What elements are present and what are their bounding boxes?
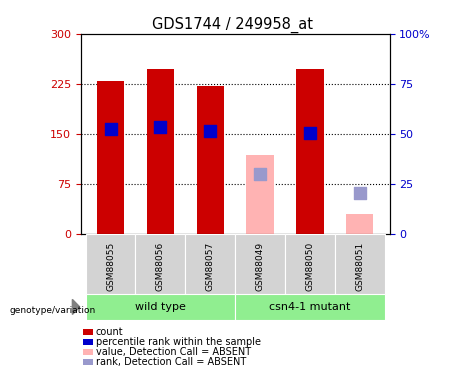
- Polygon shape: [72, 299, 80, 315]
- Bar: [86, 234, 136, 294]
- Bar: [246, 156, 274, 234]
- Bar: [346, 214, 373, 234]
- Text: rank, Detection Call = ABSENT: rank, Detection Call = ABSENT: [96, 357, 246, 367]
- Bar: [296, 69, 324, 234]
- Text: genotype/variation: genotype/variation: [9, 306, 95, 315]
- Bar: [136, 234, 185, 294]
- Text: GSM88055: GSM88055: [106, 242, 115, 291]
- Point: [256, 171, 264, 177]
- Bar: [285, 234, 335, 294]
- Point: [356, 190, 363, 196]
- Text: GSM88049: GSM88049: [255, 242, 265, 291]
- Bar: [86, 294, 235, 320]
- Point: [157, 124, 164, 130]
- Text: percentile rank within the sample: percentile rank within the sample: [96, 337, 261, 347]
- Bar: [147, 69, 174, 234]
- Point: [306, 130, 313, 136]
- Point: [107, 126, 114, 132]
- Text: count: count: [96, 327, 124, 337]
- Text: value, Detection Call = ABSENT: value, Detection Call = ABSENT: [96, 347, 251, 357]
- Bar: [196, 86, 224, 234]
- Text: csn4-1 mutant: csn4-1 mutant: [269, 302, 350, 312]
- Bar: [235, 234, 285, 294]
- Text: GSM88051: GSM88051: [355, 242, 364, 291]
- Text: GSM88057: GSM88057: [206, 242, 215, 291]
- Text: wild type: wild type: [135, 302, 186, 312]
- Text: GSM88050: GSM88050: [305, 242, 314, 291]
- Bar: [97, 81, 124, 234]
- Point: [207, 128, 214, 134]
- Text: GDS1744 / 249958_at: GDS1744 / 249958_at: [152, 17, 313, 33]
- Text: GSM88056: GSM88056: [156, 242, 165, 291]
- Bar: [185, 234, 235, 294]
- Bar: [335, 234, 384, 294]
- Bar: [235, 294, 384, 320]
